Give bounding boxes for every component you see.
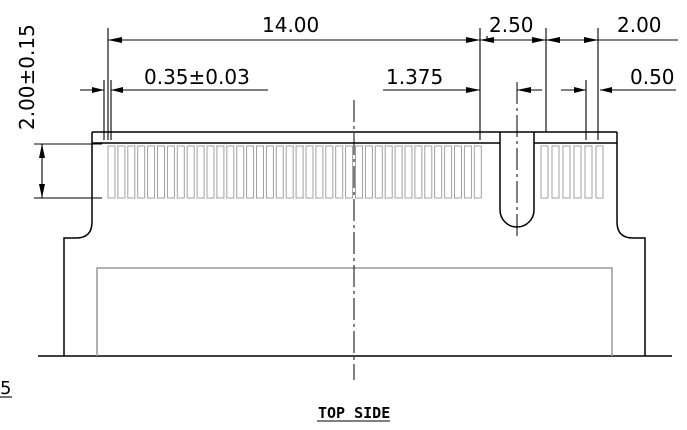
dim-key-offset: [383, 87, 542, 93]
contact-pin: [107, 145, 116, 199]
contact-pin: [364, 145, 373, 199]
contact-pin: [595, 145, 604, 199]
contact-pin: [424, 145, 433, 199]
dim-overall-width-label: 14.00: [262, 13, 319, 37]
corner-mark: 5: [0, 378, 11, 399]
contact-pin: [246, 145, 255, 199]
dim-overall-width: [107, 28, 481, 140]
contact-pin: [540, 145, 549, 199]
contact-pin: [157, 145, 165, 199]
contact-pin: [166, 145, 175, 199]
dim-key-width-label: 2.50: [489, 13, 534, 37]
contact-pin: [444, 145, 453, 199]
contact-pin: [335, 145, 344, 199]
contact-pin: [186, 145, 195, 199]
contact-pin: [196, 145, 205, 199]
dim-pitch: [80, 80, 268, 140]
dim-key-width: [480, 28, 547, 132]
contact-pin: [285, 145, 294, 199]
dim-key-offset-label: 1.375: [386, 65, 443, 89]
contact-pin: [374, 145, 383, 199]
contact-pin: [236, 145, 245, 199]
contact-pin: [384, 145, 393, 199]
dim-right-pitch-label: 0.50: [630, 65, 675, 89]
contact-pin: [176, 145, 185, 199]
contact-pin: [454, 145, 462, 199]
contact-pin: [256, 145, 264, 199]
dim-height-label: 2.00±0.15: [15, 24, 39, 130]
caption: TOP SIDE: [318, 404, 390, 422]
contact-pin: [355, 145, 363, 199]
contact-pin: [584, 145, 593, 199]
contact-pin: [434, 145, 443, 199]
contact-pin: [295, 145, 304, 199]
contact-pin: [573, 145, 582, 199]
contact-pin: [117, 145, 126, 199]
dim-right-width: [546, 28, 678, 140]
contact-pin: [473, 145, 482, 199]
contact-pin: [394, 145, 403, 199]
contact-pin: [325, 145, 334, 199]
dim-pitch-label: 0.35±0.03: [144, 65, 250, 89]
contact-pin: [463, 145, 472, 199]
dim-right-pitch: [561, 80, 676, 140]
contact-pin: [216, 145, 225, 199]
contact-pin: [404, 145, 413, 199]
contact-pin: [265, 145, 274, 199]
contact-pin: [127, 145, 136, 199]
contact-pin: [275, 145, 284, 199]
contact-pin: [305, 145, 314, 199]
connector-body-outline: [38, 131, 672, 357]
contact-pin: [414, 145, 423, 199]
contact-pin: [147, 145, 156, 199]
contact-pin: [226, 145, 235, 199]
contact-pin: [315, 145, 324, 199]
dim-height: [34, 143, 102, 199]
contact-pin: [206, 145, 215, 199]
contact-pin: [562, 145, 571, 199]
contact-pins: [107, 145, 604, 199]
contact-pin: [551, 145, 560, 199]
key-slot: [499, 132, 535, 228]
dim-right-width-label: 2.00: [617, 13, 662, 37]
contact-pin: [137, 145, 146, 199]
contact-pin: [345, 145, 354, 199]
